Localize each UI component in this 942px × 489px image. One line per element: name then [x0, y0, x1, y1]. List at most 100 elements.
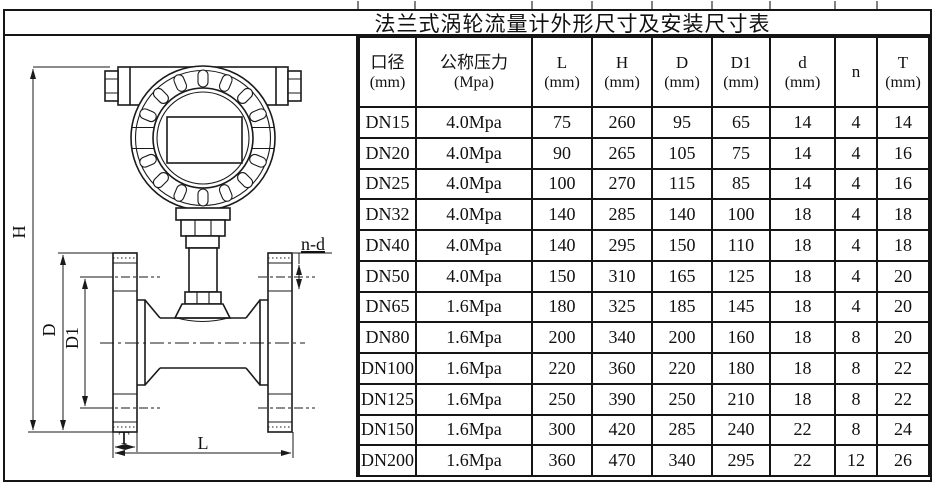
table-cell: 210: [711, 382, 771, 416]
table-cell: 220: [531, 352, 593, 385]
table-cell: 100: [531, 167, 593, 201]
table-cell: 20: [876, 290, 930, 324]
dimension-table-cell: 口径 (mm) 公称压力 (Mpa) L (mm) H (mm) D (mm) D1 (mm) d (mm…: [358, 36, 930, 477]
table-row-DN32: DN32 4.0Mpa 140 285 140 100 18 4 18: [358, 198, 930, 231]
table-cell: DN20: [358, 136, 417, 170]
table-cell: DN80: [358, 321, 417, 354]
table-body: DN15 4.0Mpa 75 260 95 65 14 4 14 DN20 4.0Mpa 90 265 1…: [358, 106, 930, 477]
table-cell: DN50: [358, 259, 417, 293]
table-cell: DN15: [358, 106, 417, 139]
col-header-L: L (mm): [531, 36, 593, 108]
table-cell: DN25: [358, 167, 417, 201]
table-row-DN20: DN20 4.0Mpa 90 265 105 75 14 4 16: [358, 136, 930, 170]
table-cell: 300: [531, 413, 593, 447]
table-cell: 18: [769, 229, 836, 262]
table-cell: 8: [834, 352, 878, 385]
table-cell: 4.0Mpa: [415, 136, 533, 170]
col-header-公称压力: 公称压力 (Mpa): [415, 36, 533, 108]
table-cell: 22: [876, 352, 930, 385]
table-cell: 200: [531, 321, 593, 354]
table-cell: 325: [591, 290, 653, 324]
table-cell: 115: [651, 167, 713, 201]
table-row-DN150: DN150 1.6Mpa 300 420 285 240 22 8 24: [358, 413, 930, 447]
sheet-title: 法兰式涡轮流量计外形尺寸及安装尺寸表: [374, 11, 771, 36]
dimension-table: 口径 (mm) 公称压力 (Mpa) L (mm) H (mm) D (mm) D1 (mm) d (mm…: [358, 36, 930, 477]
table-cell: DN200: [358, 444, 417, 477]
col-header-line: (mm): [723, 74, 759, 92]
table-cell: 95: [651, 106, 713, 139]
table-cell: 75: [711, 136, 771, 170]
table-cell: 360: [591, 352, 653, 385]
table-cell: 420: [591, 413, 653, 447]
table-cell: 20: [876, 259, 930, 293]
sheet-frame: 法兰式涡轮流量计外形尺寸及安装尺寸表 口径 (mm) 公称压力 (Mpa) L (mm) H…: [3, 9, 932, 482]
col-header-D1: D1 (mm): [711, 36, 771, 108]
table-cell: 18: [876, 198, 930, 231]
col-header-line: (mm): [604, 74, 640, 92]
col-header-口径: 口径 (mm): [358, 36, 417, 108]
table-cell: 110: [711, 229, 771, 262]
col-header-line: (Mpa): [454, 74, 494, 92]
table-cell: 125: [711, 259, 771, 293]
table-row-DN100: DN100 1.6Mpa 220 360 220 180 18 8 22: [358, 352, 930, 385]
col-header-line: (mm): [784, 74, 821, 92]
table-cell: 150: [531, 259, 593, 293]
table-cell: 470: [591, 444, 653, 477]
table-cell: 8: [834, 382, 878, 416]
table-cell: 180: [711, 352, 771, 385]
table-cell: 185: [651, 290, 713, 324]
table-cell: 240: [711, 413, 771, 447]
col-header-line: D: [675, 52, 689, 72]
table-cell: 285: [651, 413, 713, 447]
table-cell: DN32: [358, 198, 417, 231]
table-cell: 18: [769, 321, 836, 354]
table-cell: 295: [591, 229, 653, 262]
table-cell: 165: [651, 259, 713, 293]
table-cell: 14: [769, 106, 836, 139]
table-cell: 4: [834, 167, 878, 201]
table-cell: 140: [651, 198, 713, 231]
col-header-n: n: [834, 36, 878, 108]
col-header-line: 公称压力: [440, 52, 508, 72]
table-cell: DN150: [358, 413, 417, 447]
col-header-line: H: [615, 52, 629, 72]
table-cell: 4: [834, 259, 878, 293]
col-header-line: n: [851, 62, 861, 82]
table-cell: 140: [531, 229, 593, 262]
table-cell: 250: [651, 382, 713, 416]
table-cell: 200: [651, 321, 713, 354]
table-cell: 1.6Mpa: [415, 321, 533, 354]
table-cell: 8: [834, 321, 878, 354]
table-row-DN200: DN200 1.6Mpa 360 470 340 295 22 12 26: [358, 444, 930, 477]
table-cell: DN40: [358, 229, 417, 262]
table-cell: 18: [876, 229, 930, 262]
col-header-line: (mm): [664, 74, 700, 92]
table-cell: 340: [651, 444, 713, 477]
table-cell: 18: [769, 382, 836, 416]
table-cell: 20: [876, 321, 930, 354]
table-cell: 24: [876, 413, 930, 447]
table-row-DN80: DN80 1.6Mpa 200 340 200 160 18 8 20: [358, 321, 930, 354]
table-cell: 4.0Mpa: [415, 198, 533, 231]
table-cell: 160: [711, 321, 771, 354]
col-header-line: D1: [730, 52, 752, 72]
table-cell: 4: [834, 290, 878, 324]
table-cell: 100: [711, 198, 771, 231]
table-cell: 270: [591, 167, 653, 201]
table-header: 口径 (mm) 公称压力 (Mpa) L (mm) H (mm) D (mm) D1 (mm) d (mm…: [358, 36, 930, 108]
col-header-H: H (mm): [591, 36, 653, 108]
drawing-cell: [5, 36, 358, 477]
table-cell: 105: [651, 136, 713, 170]
table-cell: 310: [591, 259, 653, 293]
table-cell: 4: [834, 136, 878, 170]
table-cell: 8: [834, 413, 878, 447]
table-cell: 145: [711, 290, 771, 324]
table-cell: 18: [769, 352, 836, 385]
col-header-line: 口径: [370, 52, 405, 72]
table-cell: 4.0Mpa: [415, 229, 533, 262]
table-cell: 26: [876, 444, 930, 477]
table-row-DN15: DN15 4.0Mpa 75 260 95 65 14 4 14: [358, 106, 930, 139]
table-cell: DN125: [358, 382, 417, 416]
table-cell: 360: [531, 444, 593, 477]
